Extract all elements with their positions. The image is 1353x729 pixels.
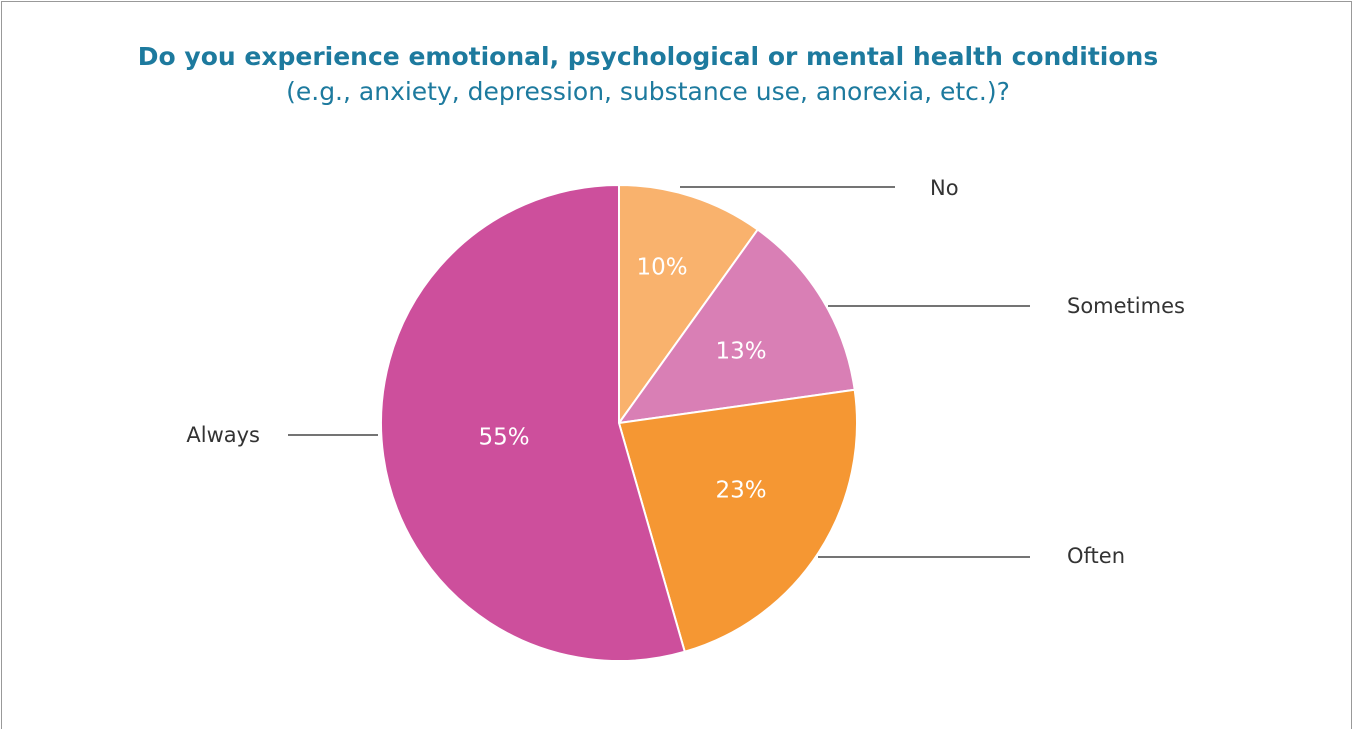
- value-label: 13%: [715, 339, 766, 365]
- category-label: No: [930, 176, 959, 200]
- category-label: Sometimes: [1067, 294, 1185, 318]
- pie-slice: [618, 183, 760, 427]
- chart-subtitle: (e.g., anxiety, depression, substance us…: [286, 77, 1010, 106]
- category-label: Often: [1067, 544, 1125, 568]
- pie-slice: [616, 228, 856, 425]
- chart-title: Do you experience emotional, psychologic…: [138, 42, 1158, 71]
- value-label: 10%: [636, 255, 687, 281]
- value-label: 55%: [478, 425, 529, 451]
- value-label: 23%: [715, 478, 766, 504]
- pie-slice: [617, 388, 858, 653]
- pie-slice: [380, 183, 686, 662]
- category-label: Always: [186, 423, 260, 447]
